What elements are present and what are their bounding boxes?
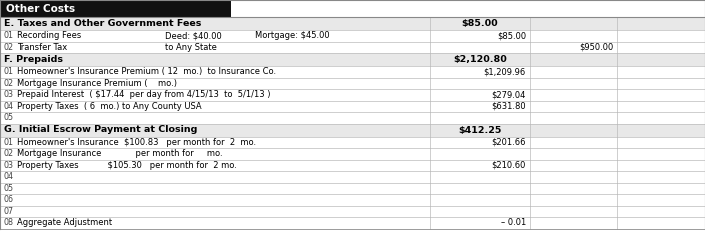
Text: $201.66: $201.66: [491, 138, 526, 147]
Text: 02: 02: [4, 43, 14, 52]
Bar: [0, 17, 705, 30]
Text: 05: 05: [4, 184, 14, 193]
Text: Recording Fees: Recording Fees: [17, 31, 81, 40]
Bar: [0, 53, 705, 66]
Bar: [0, 159, 705, 171]
Text: $950.00: $950.00: [579, 43, 613, 52]
Bar: [0, 194, 705, 205]
Bar: [0, 100, 705, 112]
Text: $412.25: $412.25: [458, 126, 502, 135]
Text: Aggregate Adjustment: Aggregate Adjustment: [17, 218, 112, 227]
Bar: [0, 205, 705, 217]
Bar: [0, 30, 705, 41]
Text: to Any State: to Any State: [165, 43, 217, 52]
Bar: [0, 77, 705, 89]
Text: 01: 01: [4, 67, 14, 76]
Bar: [0, 123, 705, 136]
Text: F. Prepaids: F. Prepaids: [4, 55, 63, 64]
Text: Transfer Tax: Transfer Tax: [17, 43, 67, 52]
Bar: [0, 148, 705, 159]
Text: 08: 08: [4, 218, 14, 227]
Text: Property Taxes           $105.30   per month for  2 mo.: Property Taxes $105.30 per month for 2 m…: [17, 161, 237, 170]
Bar: [0, 41, 705, 53]
Bar: [0, 112, 705, 123]
Text: Homeowner's Insurance Premium ( 12  mo.)  to Insurance Co.: Homeowner's Insurance Premium ( 12 mo.) …: [17, 67, 276, 76]
Text: $85.00: $85.00: [462, 19, 498, 28]
Text: $85.00: $85.00: [497, 31, 526, 40]
Text: Mortgage Insurance             per month for     mo.: Mortgage Insurance per month for mo.: [17, 149, 223, 158]
Text: 01: 01: [4, 31, 14, 40]
Text: 03: 03: [4, 161, 14, 170]
Text: 04: 04: [4, 172, 14, 181]
Text: $279.04: $279.04: [491, 90, 526, 99]
Text: Homeowner's Insurance  $100.83   per month for  2  mo.: Homeowner's Insurance $100.83 per month …: [17, 138, 256, 147]
Text: 07: 07: [4, 207, 14, 216]
Bar: [0, 217, 705, 228]
Bar: [0, 171, 705, 182]
Text: 02: 02: [4, 149, 14, 158]
Text: 06: 06: [4, 195, 14, 204]
Text: Deed: $40.00: Deed: $40.00: [165, 31, 222, 40]
Text: $2,120.80: $2,120.80: [453, 55, 507, 64]
Text: Prepaid Interest  ( $17.44  per day from 4/15/13  to  5/1/13 ): Prepaid Interest ( $17.44 per day from 4…: [17, 90, 271, 99]
Text: 02: 02: [4, 79, 14, 88]
Text: 01: 01: [4, 138, 14, 147]
Text: $210.60: $210.60: [491, 161, 526, 170]
Text: $1,209.96: $1,209.96: [484, 67, 526, 76]
Text: Mortgage Insurance Premium (    mo.): Mortgage Insurance Premium ( mo.): [17, 79, 177, 88]
Bar: [0, 136, 705, 148]
Bar: [0, 182, 705, 194]
Text: G. Initial Escrow Payment at Closing: G. Initial Escrow Payment at Closing: [4, 126, 197, 135]
Text: Mortgage: $45.00: Mortgage: $45.00: [255, 31, 330, 40]
Text: E. Taxes and Other Government Fees: E. Taxes and Other Government Fees: [4, 19, 202, 28]
FancyBboxPatch shape: [1, 1, 231, 17]
Text: Property Taxes  ( 6  mo.) to Any County USA: Property Taxes ( 6 mo.) to Any County US…: [17, 102, 202, 111]
Text: 04: 04: [4, 102, 14, 111]
Text: – 0.01: – 0.01: [501, 218, 526, 227]
Text: $631.80: $631.80: [491, 102, 526, 111]
Text: Other Costs: Other Costs: [6, 4, 75, 14]
Bar: [0, 66, 705, 77]
Text: 05: 05: [4, 113, 14, 122]
Bar: [0, 89, 705, 100]
Text: 03: 03: [4, 90, 14, 99]
